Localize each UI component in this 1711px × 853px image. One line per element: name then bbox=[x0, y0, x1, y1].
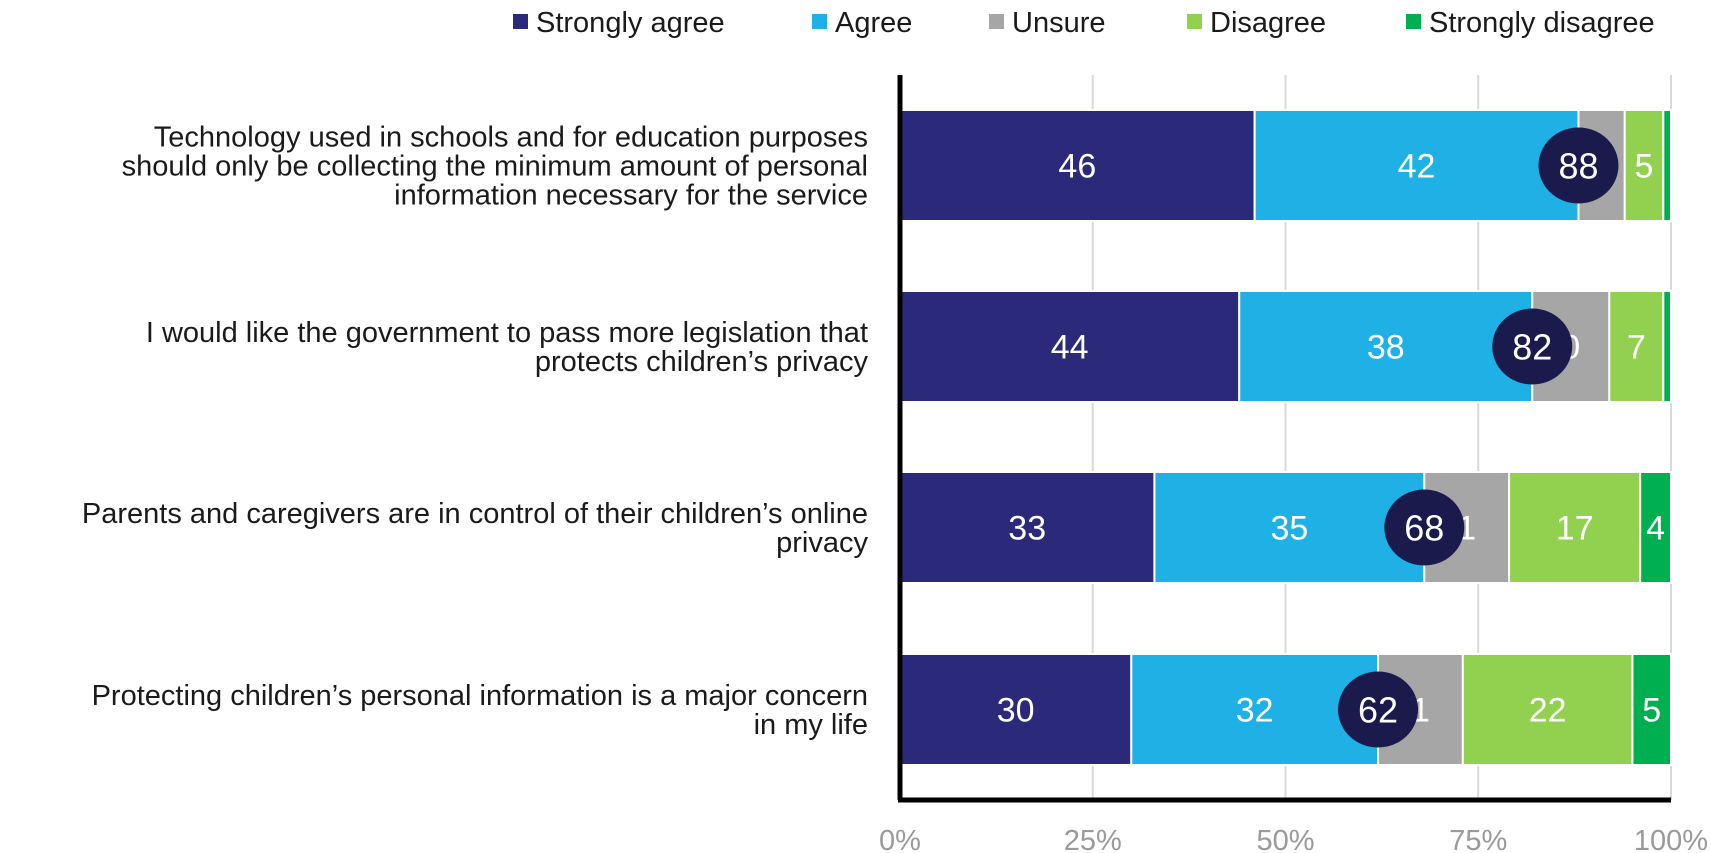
bar-segment bbox=[899, 653, 1133, 766]
bar-segment bbox=[1461, 653, 1634, 766]
data-label: 4 bbox=[1646, 510, 1665, 548]
data-label: 46 bbox=[1058, 148, 1096, 186]
bars: 4642518844380718233351174683032122562 bbox=[899, 109, 1699, 766]
x-tick-label: 50% bbox=[1256, 825, 1314, 853]
data-label: 22 bbox=[1529, 692, 1567, 730]
bar-segment bbox=[1662, 290, 1673, 403]
data-label: 1 bbox=[1680, 148, 1699, 186]
x-tick-label: 75% bbox=[1449, 825, 1507, 853]
bar-segment bbox=[1238, 290, 1534, 403]
legend-swatch bbox=[1187, 14, 1202, 29]
legend-label: Disagree bbox=[1210, 7, 1326, 39]
data-label: 5 bbox=[1642, 692, 1661, 730]
category-label: Parents and caregivers are in control of… bbox=[82, 498, 868, 530]
bar-segment bbox=[1253, 109, 1580, 222]
total-label: 88 bbox=[1558, 146, 1598, 187]
data-label: 38 bbox=[1367, 329, 1405, 367]
data-label: 44 bbox=[1051, 329, 1089, 367]
legend-swatch bbox=[513, 14, 528, 29]
category-labels: Technology used in schools and for educa… bbox=[82, 122, 869, 742]
category-label: I would like the government to pass more… bbox=[146, 317, 868, 349]
legend-label: Unsure bbox=[1012, 7, 1106, 39]
category-label: information necessary for the service bbox=[394, 180, 868, 212]
bar-segment bbox=[1639, 471, 1673, 584]
bar-segment bbox=[1508, 471, 1642, 584]
data-label: 1 bbox=[1680, 329, 1699, 367]
x-tick-label: 25% bbox=[1064, 825, 1122, 853]
bar-segment bbox=[1631, 653, 1672, 766]
data-label: 5 bbox=[1635, 148, 1654, 186]
data-label: 33 bbox=[1008, 510, 1046, 548]
category-label: in my life bbox=[754, 709, 868, 741]
bar-segment bbox=[1623, 109, 1665, 222]
category-label: Technology used in schools and for educa… bbox=[154, 122, 868, 154]
bar-segment bbox=[1608, 290, 1665, 403]
x-tick-label: 100% bbox=[1634, 825, 1708, 853]
axis: 0% 25% 50% 75% 100% bbox=[879, 75, 1708, 853]
data-label: 7 bbox=[1627, 329, 1646, 367]
data-label: 42 bbox=[1398, 148, 1436, 186]
total-marker bbox=[1384, 489, 1465, 566]
total-label: 62 bbox=[1358, 690, 1398, 731]
legend-swatch bbox=[1406, 14, 1421, 29]
data-label: 17 bbox=[1556, 510, 1594, 548]
x-tick-label: 0% bbox=[879, 825, 921, 853]
legend-label: Agree bbox=[835, 7, 912, 39]
total-marker bbox=[1538, 127, 1619, 204]
data-label: 30 bbox=[997, 692, 1035, 730]
legend-label: Strongly disagree bbox=[1429, 7, 1655, 39]
legend: Strongly agree Agree Unsure Disagree Strongl… bbox=[513, 7, 1655, 39]
category-label: should only be collecting the minimum am… bbox=[122, 151, 868, 183]
legend-label: Strongly agree bbox=[536, 7, 725, 39]
category-label: protects children’s privacy bbox=[535, 346, 869, 378]
data-label: 32 bbox=[1236, 692, 1274, 730]
total-label: 82 bbox=[1512, 327, 1552, 368]
legend-swatch bbox=[989, 14, 1004, 29]
category-label: privacy bbox=[776, 527, 868, 559]
data-label: 35 bbox=[1270, 510, 1308, 548]
bar-segment bbox=[899, 109, 1256, 222]
total-label: 68 bbox=[1404, 508, 1444, 549]
bar-segment bbox=[1153, 471, 1426, 584]
total-marker bbox=[1492, 308, 1573, 385]
category-label: Protecting children’s personal informati… bbox=[92, 680, 868, 712]
legend-swatch bbox=[812, 14, 827, 29]
total-marker bbox=[1338, 671, 1419, 748]
bar-segment bbox=[1130, 653, 1380, 766]
bar-segment bbox=[1662, 109, 1673, 222]
